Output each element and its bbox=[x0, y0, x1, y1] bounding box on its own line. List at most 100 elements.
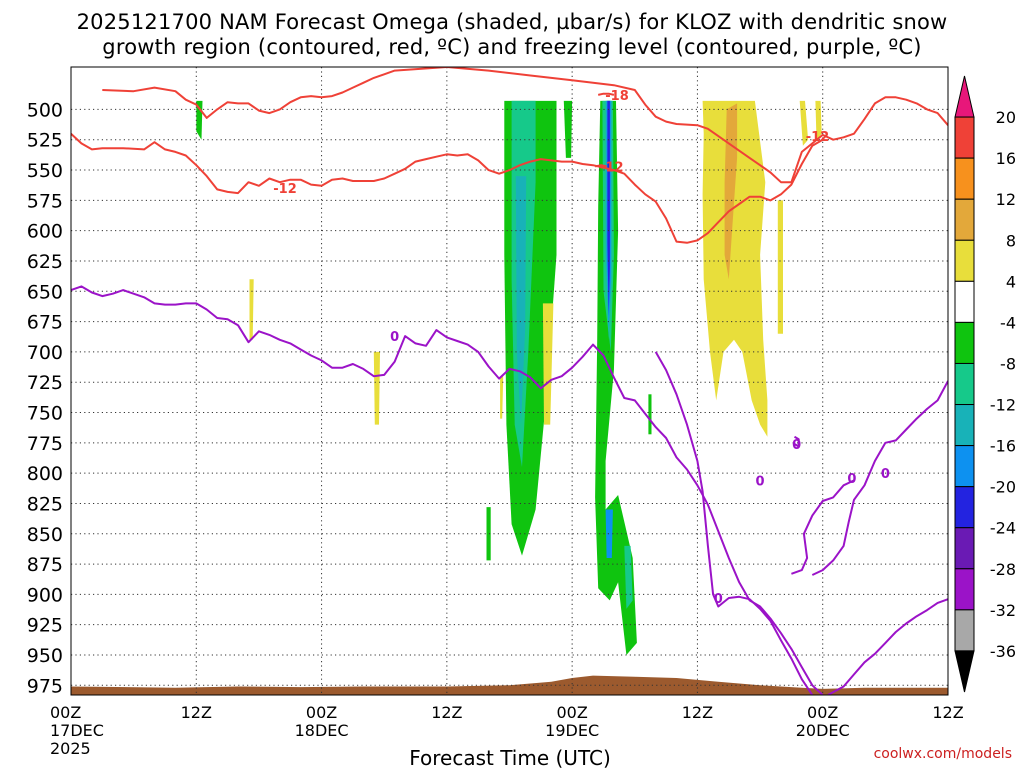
colorbar-swatch-8 bbox=[954, 404, 975, 447]
y-tick-label-650: 650 bbox=[27, 281, 63, 303]
contour-label-9: 0 bbox=[792, 438, 801, 453]
omega-region-10 bbox=[624, 545, 633, 609]
omega-region-9 bbox=[605, 509, 613, 558]
colorbar-label-9: -20 bbox=[990, 478, 1016, 497]
grid-layer bbox=[70, 67, 949, 695]
contour-line-0 bbox=[102, 67, 948, 184]
y-tick-label-600: 600 bbox=[27, 221, 63, 243]
colorbar-swatch-2 bbox=[954, 157, 975, 200]
contour-label-4: 0 bbox=[390, 330, 399, 345]
contour-line-3 bbox=[594, 164, 607, 168]
contour-line-1 bbox=[71, 132, 824, 244]
colorbar-swatch-11 bbox=[954, 527, 975, 570]
colorbar-swatch-6 bbox=[954, 321, 975, 364]
omega-region-21 bbox=[542, 303, 554, 425]
contour-layer bbox=[71, 67, 948, 695]
colorbar-label-13: -36 bbox=[990, 642, 1016, 661]
y-tick-label-550: 550 bbox=[27, 160, 63, 182]
omega-region-18 bbox=[815, 100, 822, 140]
x-tick-label-0-2: 2025 bbox=[50, 739, 91, 758]
y-tick-label-975: 975 bbox=[27, 675, 63, 697]
y-tick-label-825: 825 bbox=[27, 493, 63, 515]
colorbar-swatch-7 bbox=[954, 362, 975, 406]
y-axis: 500 525 550 575 600 625 650 675 700 725 750 775 800 8… bbox=[27, 99, 63, 697]
y-tick-label-675: 675 bbox=[27, 312, 63, 334]
x-tick-label-72-1: 20DEC bbox=[796, 721, 850, 740]
omega-region-22 bbox=[500, 376, 504, 419]
colorbar-label-10: -24 bbox=[990, 519, 1016, 538]
x-tick-label-24-1: 18DEC bbox=[295, 721, 349, 740]
contour-line-7 bbox=[811, 380, 948, 576]
y-tick-label-775: 775 bbox=[27, 433, 63, 455]
colorbar-label-6: -8 bbox=[1000, 354, 1016, 373]
x-tick-label-36-0: 12Z bbox=[431, 703, 462, 722]
colorbar-swatch-3 bbox=[954, 198, 975, 241]
omega-region-14 bbox=[702, 100, 768, 437]
omega-shading-layer bbox=[196, 100, 822, 655]
colorbar-label-12: -32 bbox=[990, 601, 1016, 620]
chart-title-line-1: 2025121700 NAM Forecast Omega (shaded, µ… bbox=[76, 10, 948, 34]
colorbar-swatch-14 bbox=[954, 650, 975, 693]
x-tick-label-48-0: 00Z bbox=[556, 703, 587, 722]
x-tick-label-84-0: 12Z bbox=[932, 703, 963, 722]
y-tick-label-800: 800 bbox=[27, 463, 63, 485]
contour-label-6: 0 bbox=[847, 472, 856, 487]
contour-label-1: -12 bbox=[273, 182, 297, 197]
omega-region-13 bbox=[486, 507, 491, 561]
omega-region-12 bbox=[648, 394, 652, 435]
contour-line-2 bbox=[597, 92, 615, 96]
contour-line-4 bbox=[71, 285, 824, 695]
colorbar-swatch-9 bbox=[954, 445, 975, 488]
omega-region-16 bbox=[777, 200, 783, 334]
x-axis-label: Forecast Time (UTC) bbox=[409, 746, 611, 768]
contour-label-7: 0 bbox=[881, 467, 890, 482]
colorbar-label-1: 16 bbox=[996, 149, 1016, 168]
y-tick-label-750: 750 bbox=[27, 403, 63, 425]
omega-region-8 bbox=[607, 100, 610, 316]
colorbar-swatch-12 bbox=[954, 568, 975, 611]
x-tick-label-0-1: 17DEC bbox=[50, 721, 104, 740]
y-tick-label-725: 725 bbox=[27, 372, 63, 394]
y-tick-label-900: 900 bbox=[27, 584, 63, 606]
colorbar-label-4: 4 bbox=[1006, 272, 1016, 291]
contour-label-layer: -12 -12 -18 -12 0 0 0 0 0 0 bbox=[273, 89, 890, 607]
colorbar-swatch-10 bbox=[954, 486, 975, 529]
contour-label-2: -18 bbox=[605, 89, 629, 104]
contour-line-5 bbox=[654, 351, 814, 695]
y-tick-label-500: 500 bbox=[27, 99, 63, 121]
contour-line-9 bbox=[793, 435, 800, 448]
terrain-layer bbox=[71, 675, 948, 695]
colorbar-label-8: -16 bbox=[990, 437, 1016, 456]
colorbar-label-7: -12 bbox=[990, 396, 1016, 415]
omega-region-19 bbox=[249, 279, 254, 340]
colorbar-swatch-0 bbox=[954, 75, 975, 118]
contour-line-6 bbox=[827, 598, 948, 695]
colorbar-swatch-4 bbox=[954, 239, 975, 282]
credit-link[interactable]: coolwx.com/models bbox=[873, 746, 1012, 762]
colorbar-label-3: 8 bbox=[1006, 231, 1016, 250]
colorbar-label-0: 20 bbox=[996, 108, 1016, 127]
x-tick-label-60-0: 12Z bbox=[682, 703, 713, 722]
y-tick-label-625: 625 bbox=[27, 251, 63, 273]
colorbar-swatch-5 bbox=[954, 280, 975, 323]
colorbar: 20 16 12 8 4 -4 -8 -12 -16 -20 -24 -28 -32 -36 bbox=[954, 75, 1016, 693]
y-tick-label-525: 525 bbox=[27, 130, 63, 152]
plot-frame bbox=[70, 66, 949, 696]
y-tick-label-875: 875 bbox=[27, 554, 63, 576]
terrain-surface bbox=[71, 675, 948, 695]
x-tick-label-0-0: 00Z bbox=[50, 703, 81, 722]
y-tick-label-850: 850 bbox=[27, 524, 63, 546]
colorbar-label-5: -4 bbox=[1000, 313, 1016, 332]
contour-label-5: 0 bbox=[714, 592, 723, 607]
y-tick-label-950: 950 bbox=[27, 645, 63, 667]
chart-title-line-2: growth region (contoured, red, ºC) and f… bbox=[102, 35, 922, 59]
colorbar-label-11: -28 bbox=[990, 560, 1016, 579]
omega-region-2 bbox=[515, 176, 527, 425]
y-tick-label-925: 925 bbox=[27, 615, 63, 637]
colorbar-swatch-1 bbox=[954, 116, 975, 159]
colorbar-swatch-13 bbox=[954, 609, 975, 652]
contour-label-0: -12 bbox=[806, 130, 830, 145]
omega-region-20 bbox=[373, 351, 380, 425]
